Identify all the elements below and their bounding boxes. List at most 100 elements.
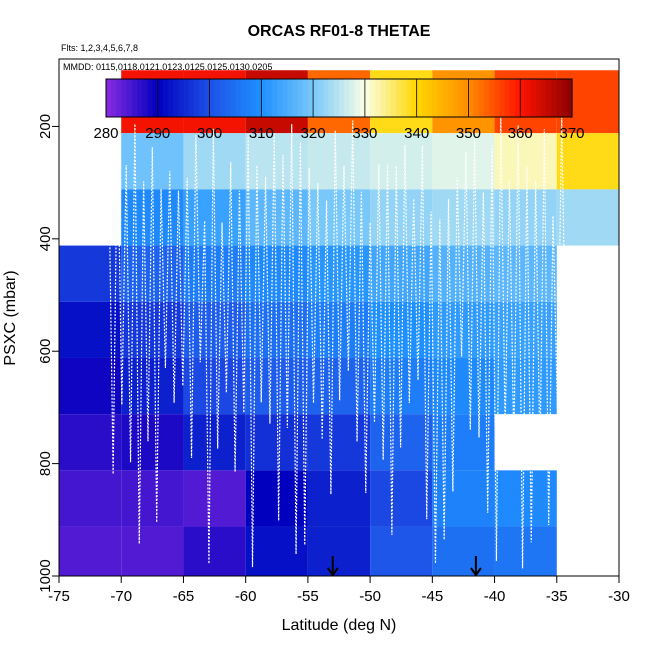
colorbar-swatch [214, 79, 221, 117]
colorbar-swatch [168, 79, 174, 117]
heatmap-cell [245, 526, 308, 576]
y-tick-label: 200 [37, 114, 54, 139]
colorbar-swatch [292, 79, 299, 117]
y-tick-label: 400 [37, 226, 54, 251]
x-axis: -75 -70 -65 -60 -55 -50 -45 -40 -35 -30 [48, 576, 630, 605]
heatmap-cell [59, 357, 122, 415]
colorbar-swatch [494, 79, 501, 117]
colorbar-swatch [344, 79, 350, 117]
heatmap-cell [121, 245, 184, 302]
colorbar-tick-label: 290 [145, 125, 170, 142]
colorbar-swatch [349, 79, 356, 117]
colorbar-swatch [463, 79, 470, 117]
colorbar-swatch [261, 79, 268, 117]
heatmap-cell [432, 470, 495, 527]
colorbar-swatch [157, 79, 164, 117]
y-tick-label: 800 [37, 451, 54, 476]
colorbar-swatch [126, 79, 133, 117]
heatmap-cell [494, 470, 557, 527]
heatmap-cell [245, 133, 308, 190]
colorbar-swatch [147, 79, 154, 117]
colorbar-swatch [546, 79, 552, 117]
x-tick-label: -55 [297, 588, 319, 605]
colorbar-swatch [478, 79, 485, 117]
colorbar-swatch [452, 79, 459, 117]
heatmap-cell [59, 414, 122, 471]
colorbar-swatch [235, 79, 242, 117]
heatmap-cell [494, 526, 557, 576]
x-tick-label: -70 [110, 588, 132, 605]
heatmap-cell [370, 301, 433, 358]
heatmap-cell [183, 357, 246, 415]
colorbar-swatch [551, 79, 558, 117]
y-axis: 200 400 600 800 1000 [37, 114, 59, 593]
colorbar-swatch [106, 79, 112, 117]
heatmap-cell [183, 133, 246, 190]
heatmap-cell [245, 414, 308, 471]
colorbar-tick-label: 350 [456, 125, 481, 142]
colorbar-swatch [225, 79, 231, 117]
colorbar-swatch [194, 79, 200, 117]
heatmap-cell [370, 470, 433, 527]
colorbar-swatch [416, 79, 423, 117]
colorbar-swatch [152, 79, 159, 117]
colorbar-swatch [287, 79, 293, 117]
colorbar-tick-label: 330 [352, 125, 377, 142]
colorbar-swatch [339, 79, 345, 117]
y-tick-label: 600 [37, 339, 54, 364]
heatmap-cell [432, 526, 495, 576]
colorbar-tick-label: 340 [404, 125, 429, 142]
colorbar-swatch [188, 79, 195, 117]
colorbar-swatch [354, 79, 361, 117]
heatmap-cell [432, 414, 495, 471]
colorbar-swatch [468, 79, 475, 117]
colorbar-swatch [530, 79, 537, 117]
colorbar-tick-label: 310 [249, 125, 274, 142]
y-axis-label: PSXC (mbar) [2, 270, 19, 365]
heatmap-cell [59, 470, 122, 527]
colorbar-swatch [525, 79, 532, 117]
colorbar-swatch [406, 79, 413, 117]
colorbar-swatch [313, 79, 319, 117]
x-tick-label: -45 [421, 588, 443, 605]
colorbar-swatch [520, 79, 526, 117]
x-tick-label: -50 [359, 588, 381, 605]
colorbar-swatch [375, 79, 382, 117]
colorbar-swatch [421, 79, 428, 117]
x-tick-label: -60 [235, 588, 257, 605]
heatmap-cell [494, 189, 557, 246]
heatmap-cell [59, 245, 122, 302]
colorbar-swatch [566, 79, 573, 117]
x-tick-label: -35 [546, 588, 568, 605]
colorbar-swatch [509, 79, 516, 117]
colorbar-swatch [204, 79, 211, 117]
heatmap-cell [307, 133, 371, 190]
heatmap-cell [432, 301, 495, 358]
heatmap-cell [370, 245, 433, 302]
colorbar: 280 290 300 310 320 330 340 350 360 370 [93, 78, 585, 142]
colorbar-swatch [504, 79, 511, 117]
colorbar-swatch [395, 79, 402, 117]
colorbar-swatch [447, 79, 454, 117]
y-tick-label: 1000 [37, 559, 54, 592]
colorbar-swatch [121, 79, 128, 117]
heatmap-cell [183, 245, 246, 302]
colorbar-swatch [380, 79, 387, 117]
colorbar-swatch [209, 79, 216, 117]
x-tick-label: -40 [484, 588, 506, 605]
colorbar-swatch [162, 79, 169, 117]
colorbar-swatch [137, 79, 143, 117]
flight-track [108, 115, 567, 569]
colorbar-swatch [333, 79, 340, 117]
colorbar-swatch [489, 79, 495, 117]
dates-label: MMDD: 0115,0118,0121,0123,0125,0125,0130… [63, 62, 272, 72]
colorbar-swatch [199, 79, 205, 117]
heatmap-cell [307, 470, 371, 527]
flights-label: Flts: 1,2,3,4,5,6,7,8 [61, 43, 138, 53]
colorbar-tick-label: 280 [93, 125, 118, 142]
colorbar-swatch [282, 79, 288, 117]
colorbar-swatch [111, 79, 117, 117]
colorbar-swatch [328, 79, 335, 117]
colorbar-swatch [411, 79, 418, 117]
